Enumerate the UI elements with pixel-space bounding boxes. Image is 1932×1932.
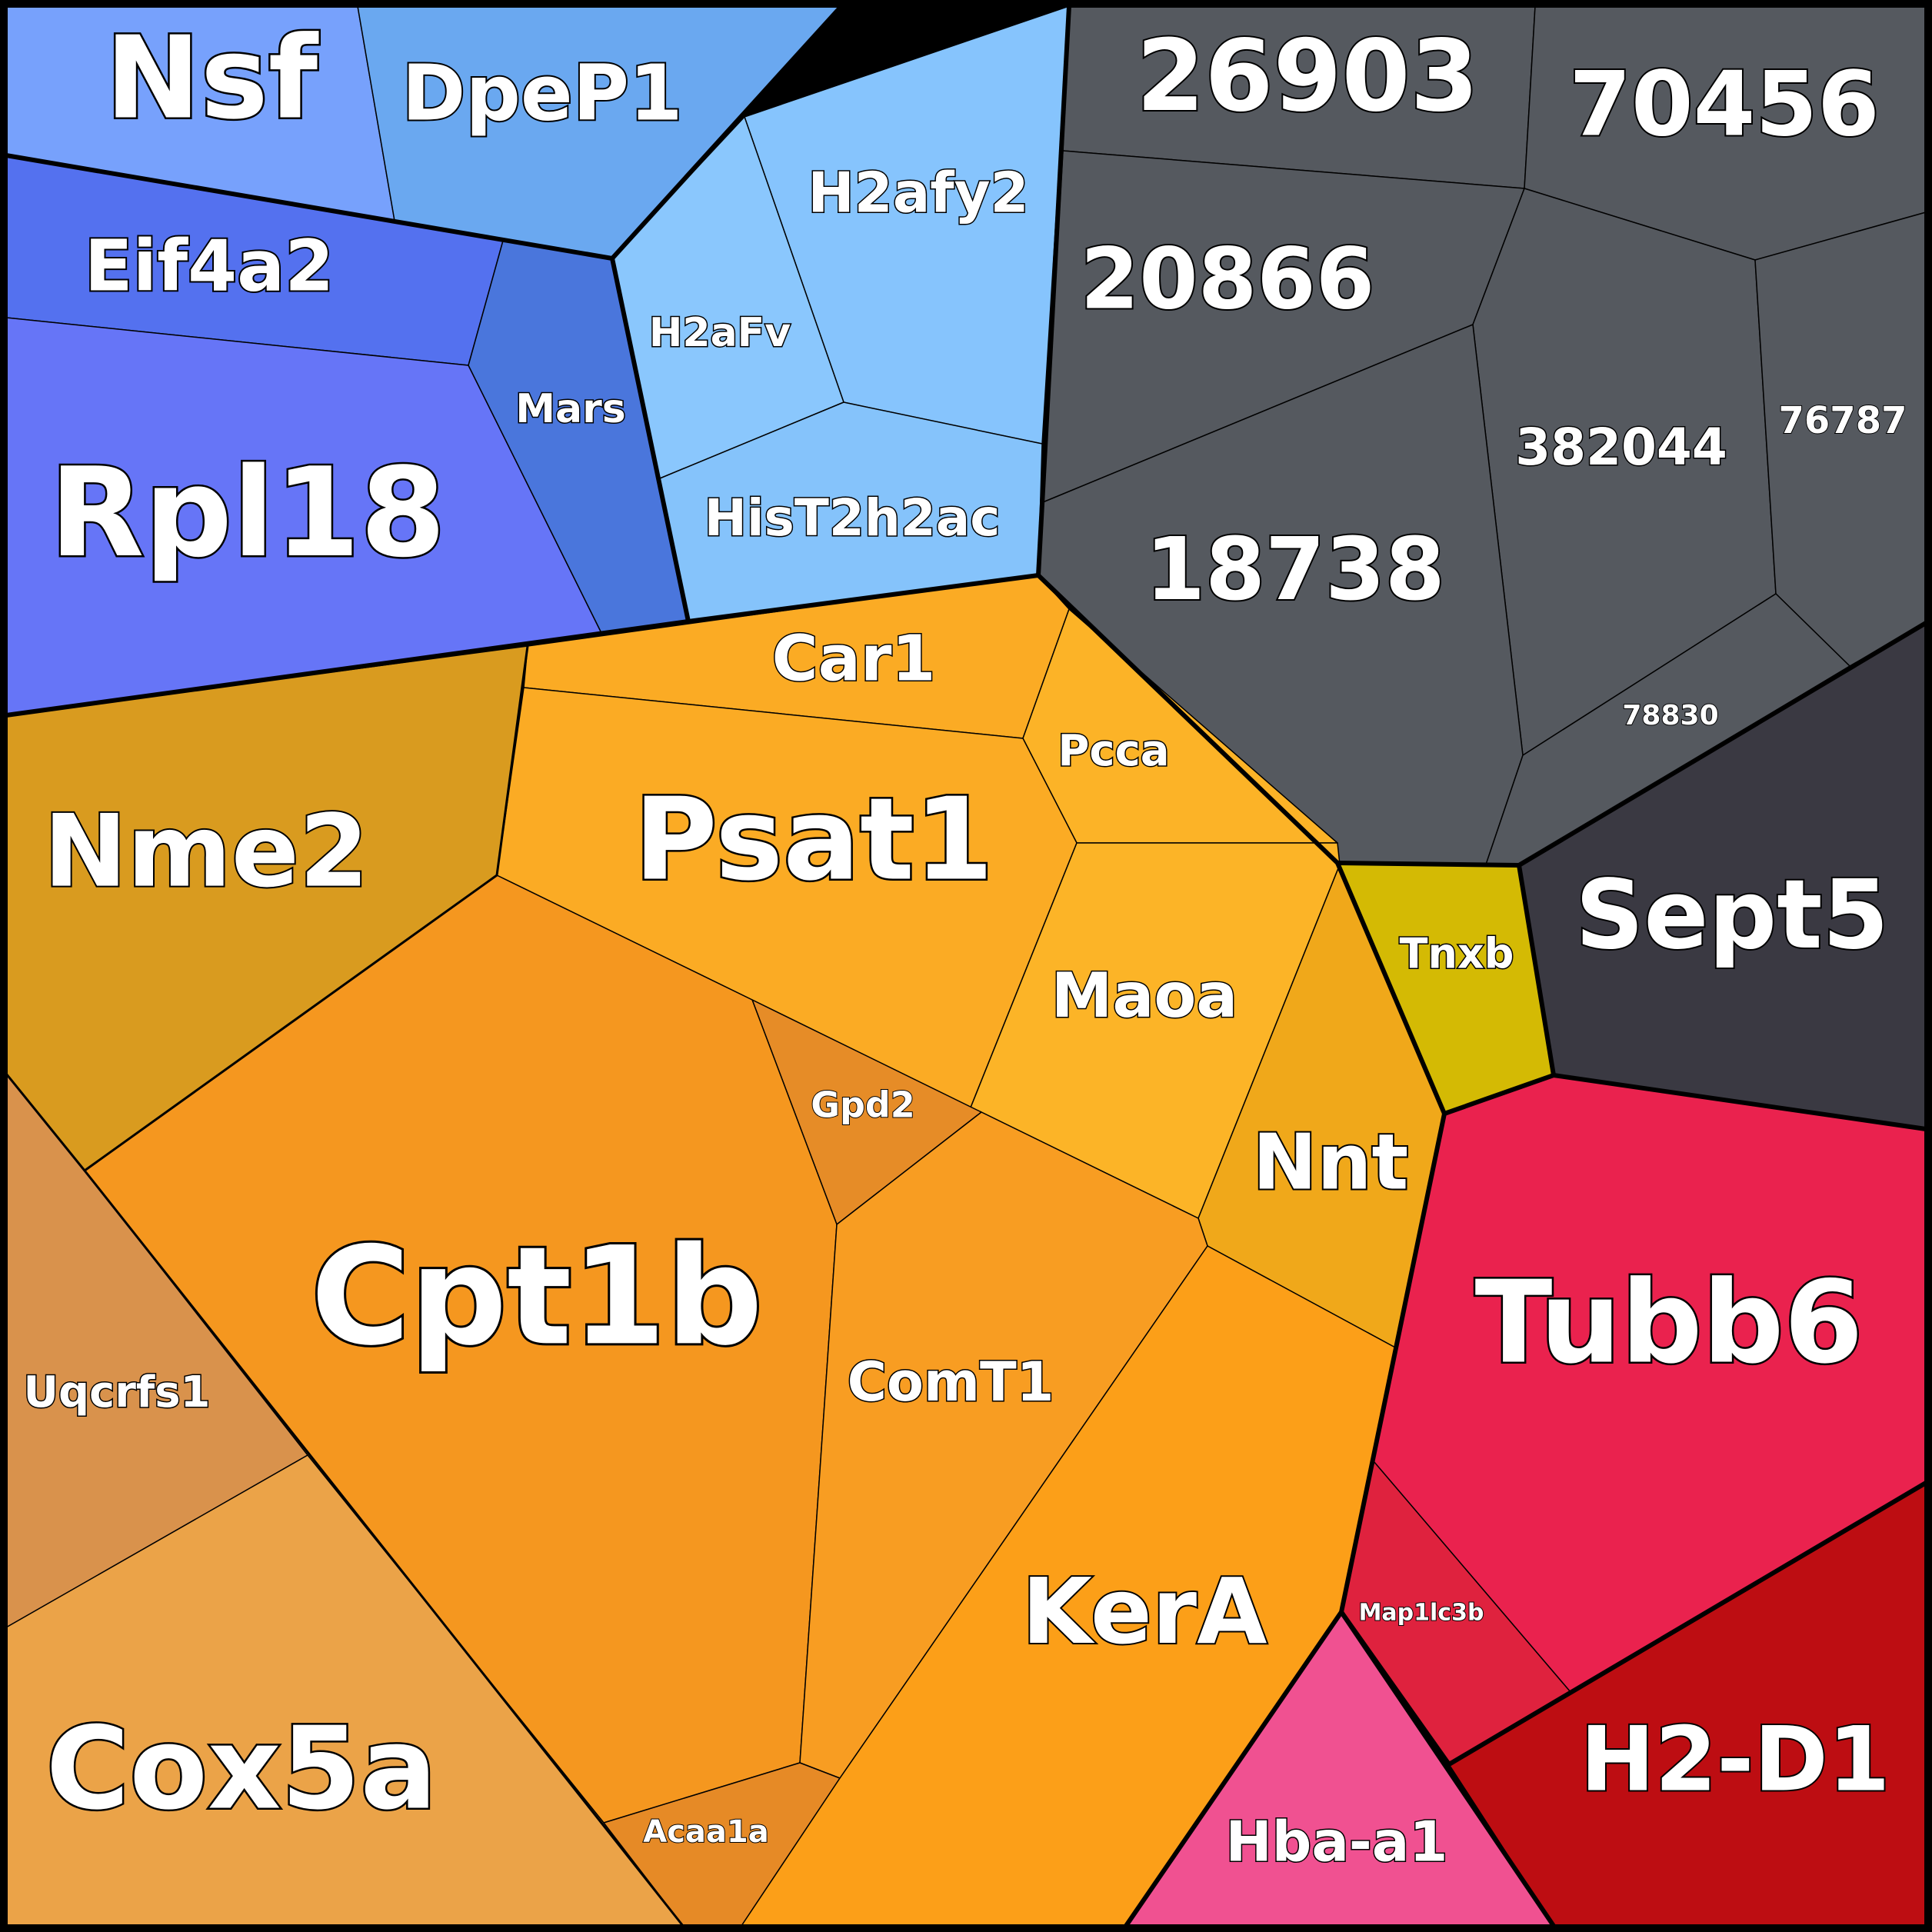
label-76787: 76787	[1779, 399, 1907, 442]
group-boundaries	[5, 4, 1927, 1927]
label-h2afv: H2aFv	[649, 310, 791, 356]
label-cpt1b: Cpt1b	[311, 1217, 763, 1375]
label-car1: Car1	[771, 622, 935, 695]
label-uqcrfs1: Uqcrfs1	[23, 1367, 210, 1417]
group-boundaries-medium	[5, 645, 685, 1927]
label-18738: 18738	[1145, 520, 1445, 620]
label-psat1: Psat1	[634, 774, 994, 906]
label-gpd2: Gpd2	[811, 1084, 915, 1126]
cell-labels: Nsf DpeP1 Eif4a2 Rpl18 Mars H2afy2 H2aFv…	[22, 10, 1908, 1875]
label-map1lc3b: Map1lc3b	[1359, 1600, 1484, 1627]
label-nme2: Nme2	[44, 793, 369, 910]
label-kera: KerA	[1022, 1558, 1267, 1664]
label-sept5: Sept5	[1575, 860, 1889, 971]
label-mars: Mars	[515, 386, 625, 432]
label-70456: 70456	[1569, 53, 1880, 157]
label-hist2h2ac: HisT2h2ac	[705, 488, 1001, 548]
label-h2-d1: H2-D1	[1581, 1708, 1890, 1812]
label-acaa1a: Acaa1a	[643, 1814, 768, 1850]
label-cox5a: Cox5a	[46, 1703, 438, 1835]
label-20866: 20866	[1081, 229, 1375, 328]
label-nnt: Nnt	[1253, 1117, 1409, 1207]
label-comt1: ComT1	[848, 1351, 1054, 1414]
label-tnxb: Tnxb	[1400, 930, 1514, 978]
label-nsf: Nsf	[105, 12, 319, 145]
label-pcca: Pcca	[1058, 726, 1169, 776]
label-h2afy2: H2afy2	[808, 161, 1028, 225]
label-eif4a2: Eif4a2	[85, 225, 335, 307]
label-maoa: Maoa	[1051, 960, 1238, 1031]
label-382044: 382044	[1515, 418, 1727, 477]
label-dpep1: DpeP1	[401, 48, 682, 138]
label-78830: 78830	[1622, 700, 1718, 731]
label-rpl18: Rpl18	[49, 441, 445, 585]
label-26903: 26903	[1136, 19, 1478, 134]
label-tubb6: Tubb6	[1475, 1257, 1864, 1389]
label-hba-a1: Hba-a1	[1226, 1810, 1448, 1874]
